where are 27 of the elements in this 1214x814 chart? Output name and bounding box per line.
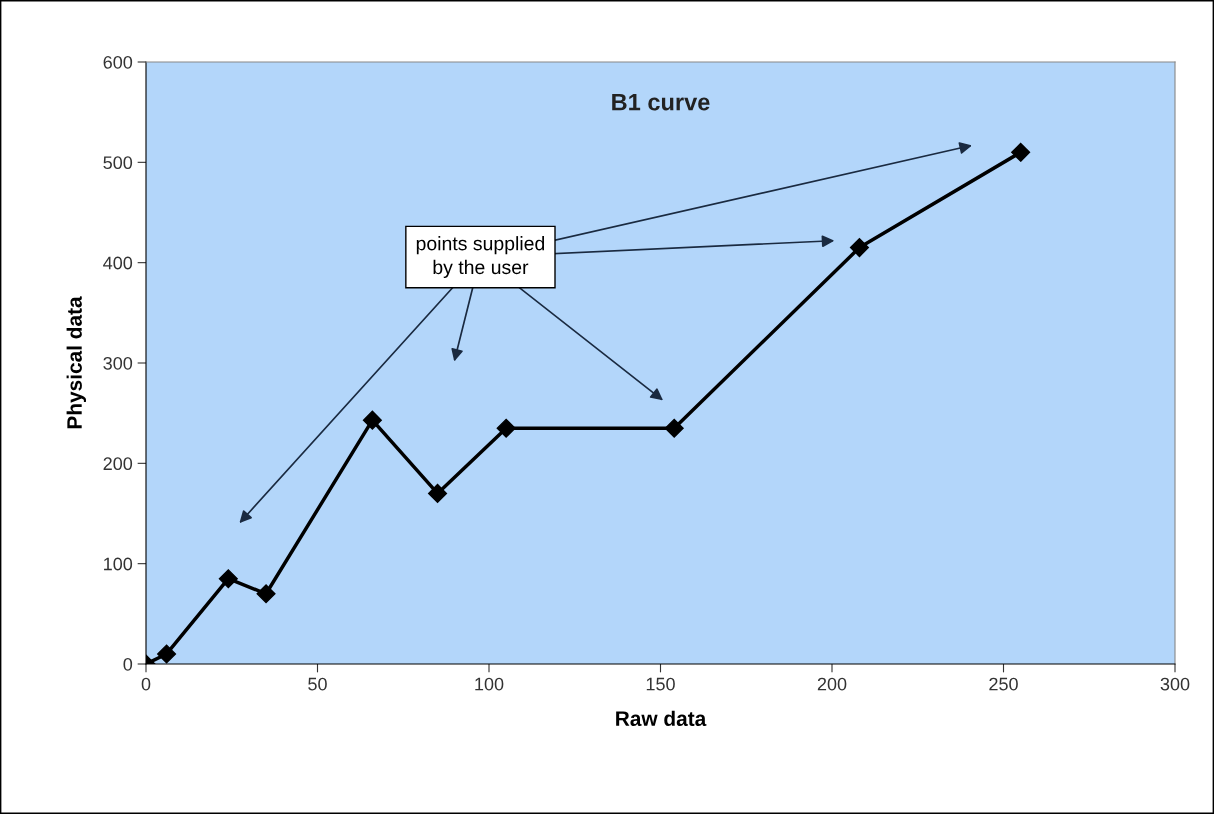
y-tick-label: 300 — [103, 356, 133, 370]
x-tick-label: 200 — [817, 677, 847, 691]
x-tick-label: 100 — [475, 677, 504, 691]
y-tick-label: 200 — [103, 457, 133, 471]
y-tick-label: 400 — [103, 256, 133, 270]
y-tick-label: 600 — [103, 55, 133, 69]
point — [362, 410, 382, 430]
x-tick-label: 250 — [989, 677, 1018, 691]
y-tick-label: 100 — [104, 557, 133, 571]
y-tick-label: 0 — [123, 657, 133, 671]
point — [218, 569, 238, 589]
y-tick-label: 500 — [103, 156, 133, 170]
text: B1 curve — [612, 94, 710, 111]
point — [428, 483, 448, 503]
annotation: points supplied by the user — [416, 236, 545, 278]
point — [496, 418, 516, 438]
point — [849, 238, 869, 258]
y-axis-title: Physical data — [66, 296, 87, 429]
point — [664, 418, 684, 438]
x-tick-label: 50 — [308, 677, 327, 691]
x-tick-label: 0 — [141, 677, 151, 691]
x-tick-label: 150 — [646, 677, 675, 691]
point — [1011, 142, 1031, 162]
x-tick-label: 300 — [1160, 677, 1190, 691]
point — [157, 644, 177, 664]
x-axis-title: Raw data — [616, 710, 707, 726]
point — [256, 584, 276, 604]
